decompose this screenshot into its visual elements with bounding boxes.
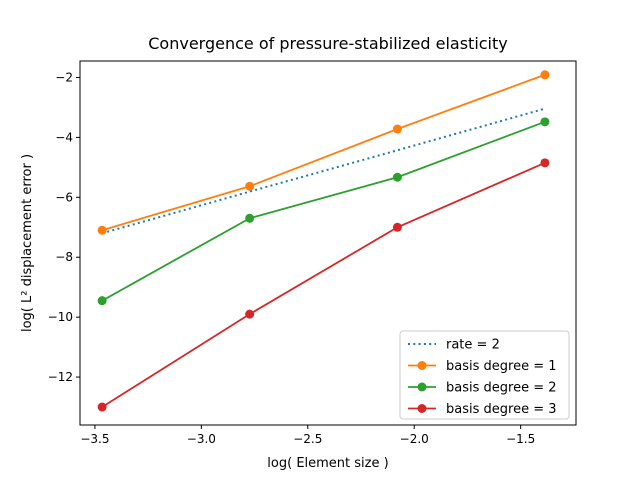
data-point bbox=[245, 181, 255, 191]
data-point bbox=[392, 172, 402, 182]
series-2 bbox=[97, 117, 550, 306]
series-0 bbox=[101, 107, 546, 235]
x-tick-label: −3.5 bbox=[80, 432, 109, 446]
y-tick-label: −8 bbox=[55, 250, 73, 264]
x-axis-ticks: −3.5 −3.0 −2.5 −2.0 −1.5 bbox=[80, 425, 535, 446]
legend-box bbox=[399, 330, 570, 420]
legend: rate = 2 basis degree = 1 basis degree = 2… bbox=[399, 330, 570, 420]
y-axis-ticks: −12 −10 −8 −6 −4 −2 bbox=[48, 70, 80, 384]
x-tick-label: −1.5 bbox=[506, 432, 535, 446]
data-point bbox=[97, 225, 107, 235]
y-tick-label: −12 bbox=[48, 370, 73, 384]
data-point bbox=[540, 158, 550, 168]
data-point bbox=[392, 124, 402, 134]
x-tick-label: −2.5 bbox=[293, 432, 322, 446]
data-point bbox=[97, 402, 107, 412]
chart-title: Convergence of pressure-stabilized elast… bbox=[148, 34, 508, 53]
data-point bbox=[540, 117, 550, 127]
data-point bbox=[392, 222, 402, 232]
legend-label: basis degree = 3 bbox=[446, 402, 557, 417]
y-tick-label: −2 bbox=[55, 70, 73, 84]
x-tick-label: −2.0 bbox=[400, 432, 429, 446]
series-line bbox=[101, 120, 546, 302]
legend-marker bbox=[417, 404, 427, 413]
y-tick-label: −10 bbox=[48, 310, 73, 324]
series-1 bbox=[97, 70, 550, 235]
series-3 bbox=[97, 158, 550, 412]
data-point bbox=[245, 213, 255, 223]
series-line bbox=[101, 162, 546, 408]
legend-label: basis degree = 2 bbox=[446, 381, 557, 396]
legend-marker bbox=[417, 382, 427, 392]
data-point bbox=[245, 309, 255, 319]
legend-label: rate = 2 bbox=[446, 338, 500, 353]
data-point bbox=[540, 70, 550, 80]
data-point bbox=[97, 296, 107, 306]
y-axis-label: log( L² displacement error ) bbox=[20, 154, 35, 332]
axes-frame bbox=[79, 60, 577, 426]
x-axis-label: log( Element size ) bbox=[267, 456, 388, 471]
y-tick-label: −6 bbox=[55, 190, 73, 204]
legend-label: basis degree = 1 bbox=[446, 359, 557, 374]
legend-marker bbox=[417, 361, 427, 370]
y-tick-label: −4 bbox=[55, 130, 73, 144]
x-tick-label: −3.0 bbox=[187, 432, 216, 446]
series-line bbox=[101, 73, 546, 232]
series-layer bbox=[97, 70, 550, 412]
series-line bbox=[101, 107, 546, 235]
